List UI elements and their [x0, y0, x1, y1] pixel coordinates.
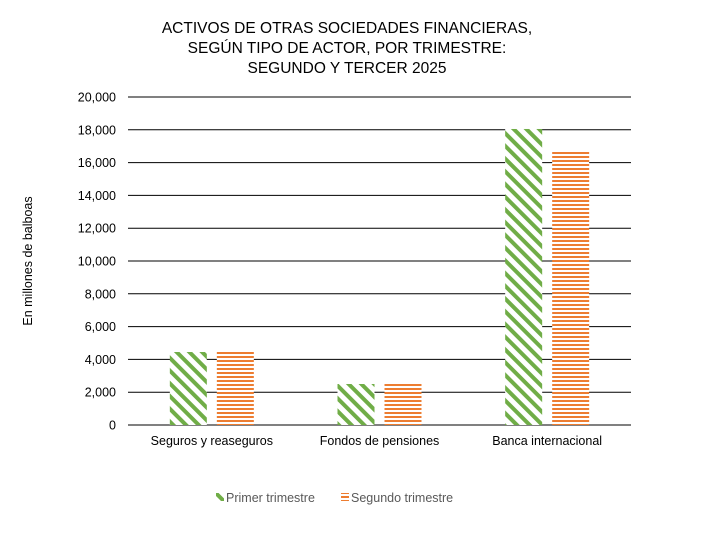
bar-primer-2: [505, 128, 543, 426]
bar-segundo-2: [552, 151, 590, 425]
chart-title-line-3: SEGUNDO Y TERCER 2025: [248, 60, 447, 77]
bars: [169, 128, 590, 426]
bar-segundo-0: [216, 351, 254, 425]
y-tick-label: 4,000: [85, 353, 116, 367]
y-tick-label: 2,000: [85, 386, 116, 400]
x-category-label: Fondos de pensiones: [320, 434, 440, 448]
y-tick-label: 18,000: [78, 123, 116, 137]
x-category-label: Banca internacional: [492, 434, 602, 448]
bar-primer-1: [337, 384, 375, 425]
y-axis-label: En millones de balboas: [21, 196, 35, 325]
y-tick-label: 14,000: [78, 189, 116, 203]
legend-label-segundo: Segundo trimestre: [351, 491, 453, 505]
y-tick-label: 6,000: [85, 320, 116, 334]
chart-title-line-2: SEGÚN TIPO DE ACTOR, POR TRIMESTRE:: [188, 40, 507, 57]
y-tick-label: 20,000: [78, 91, 116, 105]
bar-segundo-1: [384, 384, 422, 425]
gridlines: [128, 96, 631, 426]
legend-label-primer: Primer trimestre: [226, 491, 315, 505]
y-tick-label: 10,000: [78, 255, 116, 269]
y-tick-label: 8,000: [85, 287, 116, 301]
y-axis-ticks: 0 2,000 4,000 6,000 8,000 10,000 12,000 14,000 1…: [78, 91, 116, 433]
chart-title-line-1: ACTIVOS DE OTRAS SOCIEDADES FINANCIERAS,: [162, 20, 532, 37]
y-tick-label: 16,000: [78, 156, 116, 170]
y-tick-label: 0: [109, 419, 116, 433]
legend-swatch-segundo: [341, 493, 349, 501]
bar-primer-0: [169, 352, 207, 425]
legend-swatch-primer: [216, 493, 224, 501]
legend: Primer trimestre Segundo trimestre: [216, 491, 453, 505]
x-axis-categories: Seguros y reaseguros Fondos de pensiones B…: [151, 434, 602, 448]
y-tick-label: 12,000: [78, 222, 116, 236]
x-category-label: Seguros y reaseguros: [151, 434, 273, 448]
